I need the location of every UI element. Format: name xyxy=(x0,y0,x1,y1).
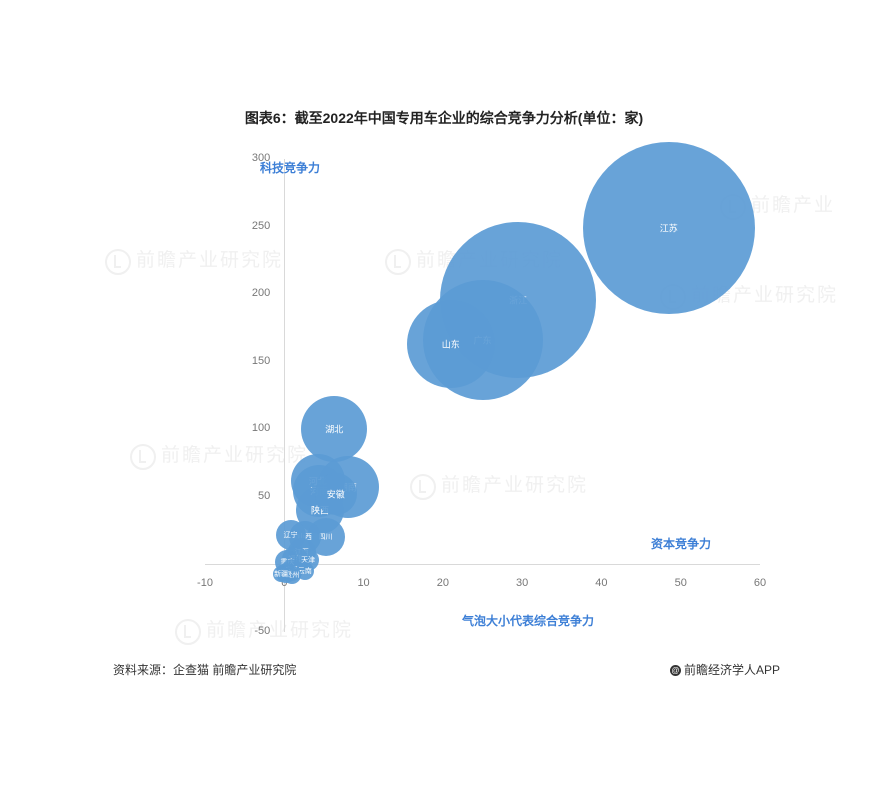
x-tick-label: 60 xyxy=(753,577,767,590)
bubble-point[interactable] xyxy=(582,141,755,314)
app-note-label: 前瞻经济学人APP xyxy=(683,663,780,677)
y-tick-label: 150 xyxy=(251,354,271,367)
y-tick-label: 100 xyxy=(251,422,271,435)
y-tick-label: 200 xyxy=(251,287,271,300)
source-note: 资料来源：企查猫 前瞻产业研究院 xyxy=(113,663,297,677)
x-tick-label: 40 xyxy=(595,577,608,590)
x-tick-label: 30 xyxy=(516,577,529,590)
x-tick-label: 10 xyxy=(357,577,370,590)
x-tick-label: 20 xyxy=(436,577,449,590)
at-icon: @ xyxy=(669,665,681,677)
bubble-point[interactable] xyxy=(301,396,368,463)
y-tick-label: 50 xyxy=(258,489,271,502)
y-tick-label: 300 xyxy=(251,152,271,164)
y-axis-title: 科技竞争力 xyxy=(260,161,321,175)
x-tick-label: 50 xyxy=(674,577,687,590)
bubble-point[interactable] xyxy=(273,565,290,582)
x-axis-line xyxy=(205,564,760,566)
y-tick-label: -50 xyxy=(254,625,271,637)
y-tick-label: 250 xyxy=(251,219,271,232)
bubble-point[interactable] xyxy=(314,473,357,516)
bubble-size-annotation: 气泡大小代表综合竞争力 xyxy=(462,614,595,628)
x-axis-title: 资本竞争力 xyxy=(651,537,712,551)
app-note: @ 前瞻经济学人APP xyxy=(669,661,780,678)
bubble-point[interactable] xyxy=(406,300,495,389)
y-axis-line xyxy=(284,159,286,632)
x-tick-label: -10 xyxy=(197,577,213,590)
chart-title: 图表6：截至2022年中国专用车企业的综合竞争力分析(单位：家) xyxy=(244,110,644,126)
x-tick-label: 0 xyxy=(281,577,288,590)
